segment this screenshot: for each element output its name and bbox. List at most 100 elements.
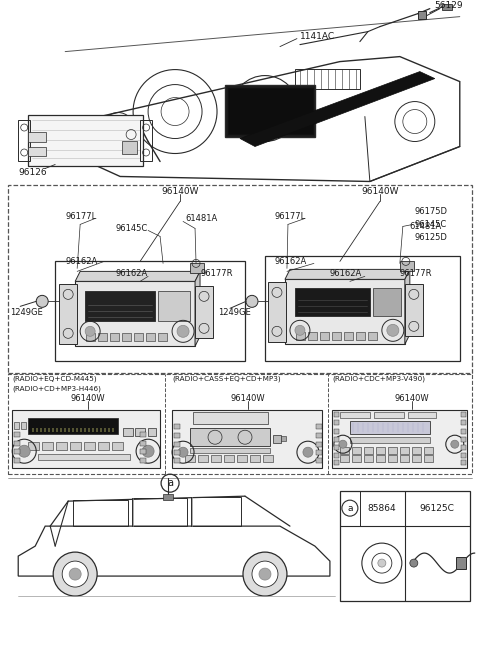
Bar xyxy=(334,453,339,458)
Bar xyxy=(461,445,466,450)
Bar xyxy=(198,455,208,462)
Polygon shape xyxy=(195,272,200,346)
Bar xyxy=(104,428,106,432)
Bar xyxy=(334,420,339,425)
Bar xyxy=(334,461,339,465)
Text: 96177R: 96177R xyxy=(400,269,432,278)
Bar xyxy=(412,447,421,454)
Circle shape xyxy=(246,295,258,308)
Bar xyxy=(364,447,373,454)
Bar xyxy=(320,333,329,340)
Bar xyxy=(193,412,268,424)
Bar xyxy=(140,432,146,437)
Bar xyxy=(134,333,143,341)
Bar xyxy=(96,428,98,432)
Bar xyxy=(316,433,322,438)
Bar xyxy=(174,424,180,429)
Circle shape xyxy=(18,445,30,457)
Bar xyxy=(344,333,353,340)
Bar xyxy=(263,455,273,462)
Bar xyxy=(424,447,433,454)
Bar xyxy=(405,284,423,337)
Bar xyxy=(400,455,409,462)
Bar xyxy=(185,455,195,462)
Bar xyxy=(190,264,204,274)
Text: (RADIO+CDC+MP3-V490): (RADIO+CDC+MP3-V490) xyxy=(332,375,425,382)
Bar xyxy=(190,448,270,453)
Circle shape xyxy=(295,325,305,335)
Bar xyxy=(174,458,180,463)
Bar xyxy=(12,410,160,468)
Polygon shape xyxy=(285,270,410,279)
Bar xyxy=(163,494,173,500)
Text: 1249GE: 1249GE xyxy=(218,308,251,317)
Bar xyxy=(60,428,62,432)
Bar xyxy=(316,424,322,429)
Bar xyxy=(424,455,433,462)
Text: 85864: 85864 xyxy=(368,504,396,512)
Bar xyxy=(195,287,213,338)
Bar xyxy=(340,412,370,419)
Bar xyxy=(265,256,460,361)
Text: 96126: 96126 xyxy=(18,168,47,177)
Bar xyxy=(70,442,81,450)
Text: 1141AC: 1141AC xyxy=(300,32,335,41)
Bar xyxy=(296,333,305,340)
Text: a: a xyxy=(167,478,173,488)
Text: 96125D: 96125D xyxy=(415,233,448,242)
Bar xyxy=(28,131,46,142)
Text: 96140W: 96140W xyxy=(161,187,199,196)
Bar xyxy=(123,428,133,436)
Bar xyxy=(73,500,128,526)
Bar xyxy=(14,449,20,454)
Circle shape xyxy=(303,447,313,457)
Bar xyxy=(334,429,339,434)
Text: (RADIO+CD+MP3-H446): (RADIO+CD+MP3-H446) xyxy=(12,385,101,392)
Bar xyxy=(174,450,180,455)
Bar xyxy=(108,428,110,432)
Bar xyxy=(84,442,95,450)
Bar xyxy=(76,428,78,432)
Bar xyxy=(14,441,20,446)
Bar xyxy=(268,282,286,342)
Bar xyxy=(8,186,472,373)
Bar xyxy=(14,422,19,429)
Bar xyxy=(191,497,241,526)
Bar xyxy=(418,10,426,18)
Text: 1249GE: 1249GE xyxy=(10,308,43,317)
Bar xyxy=(36,428,38,432)
Bar xyxy=(14,432,20,437)
Text: 96177R: 96177R xyxy=(200,269,232,278)
Bar xyxy=(281,436,286,441)
Bar xyxy=(21,422,26,429)
Circle shape xyxy=(142,445,154,457)
Bar xyxy=(64,428,66,432)
Bar xyxy=(376,455,385,462)
Bar xyxy=(316,442,322,447)
Bar xyxy=(158,291,190,321)
Circle shape xyxy=(62,561,88,587)
Bar xyxy=(224,455,234,462)
Bar xyxy=(59,284,77,344)
Bar xyxy=(334,445,339,450)
Text: 96145C: 96145C xyxy=(115,224,147,233)
Bar xyxy=(376,447,385,454)
Bar xyxy=(352,455,361,462)
Bar xyxy=(8,375,472,474)
Bar xyxy=(374,412,404,419)
Text: 56129: 56129 xyxy=(434,1,462,10)
Bar xyxy=(211,455,221,462)
Bar xyxy=(352,447,361,454)
Bar xyxy=(190,428,270,446)
Bar xyxy=(88,428,90,432)
Bar xyxy=(368,333,377,340)
Bar xyxy=(18,119,30,161)
Bar xyxy=(350,437,430,443)
Bar xyxy=(112,442,123,450)
Bar xyxy=(340,447,349,454)
Text: 96145C: 96145C xyxy=(415,220,447,229)
Bar xyxy=(38,454,130,461)
Bar xyxy=(28,442,39,450)
Bar xyxy=(92,428,94,432)
Bar xyxy=(72,428,74,432)
